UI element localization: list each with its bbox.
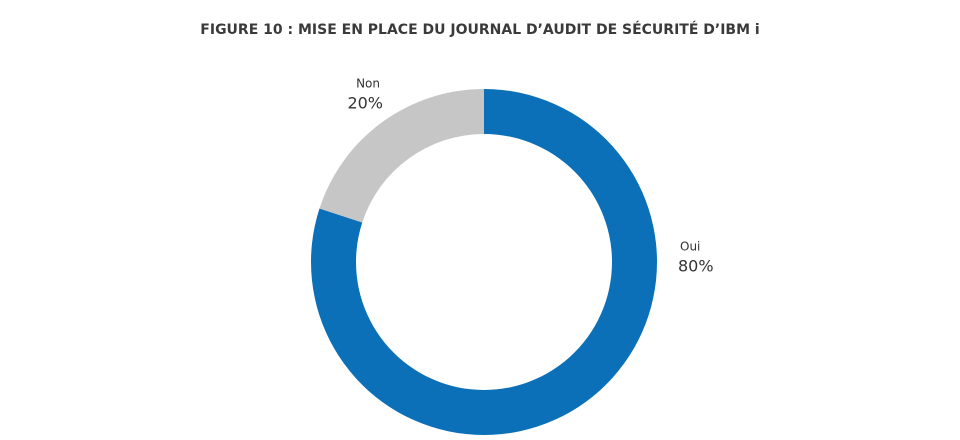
chart-title: FIGURE 10 : MISE EN PLACE DU JOURNAL D’A… (200, 21, 759, 38)
value-label: 20% (347, 94, 383, 113)
category-label: Oui (680, 240, 700, 254)
donut-slice (319, 88, 484, 223)
value-label: 80% (678, 257, 714, 276)
category-label: Non (356, 77, 380, 91)
